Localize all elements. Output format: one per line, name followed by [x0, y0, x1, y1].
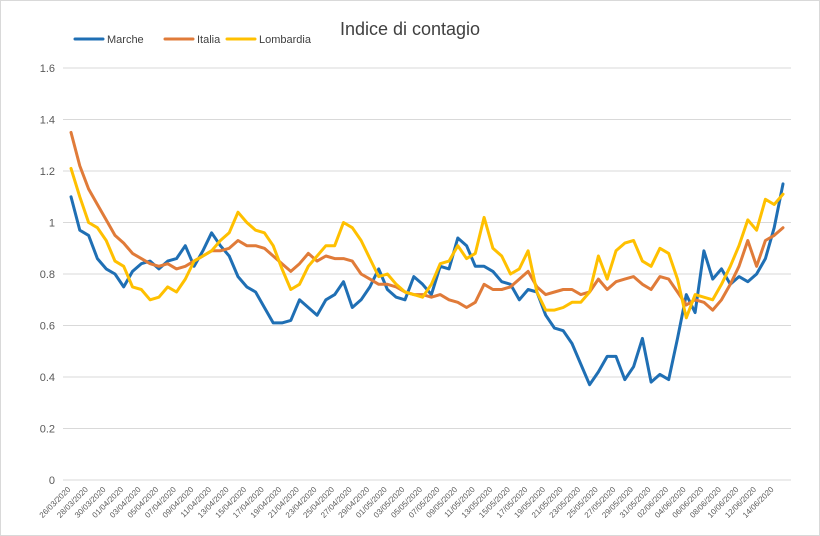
legend-label: Lombardia	[259, 34, 312, 46]
y-tick-label: 0.8	[40, 269, 55, 281]
y-tick-label: 1	[49, 218, 55, 230]
legend: Marche Italia Lombardia	[73, 34, 312, 46]
x-axis: 26/03/202028/03/202030/03/202001/04/2020…	[38, 485, 776, 520]
y-tick-label: 1.2	[40, 166, 55, 178]
series-line-lombardia	[69, 166, 785, 320]
series-line-italia	[69, 130, 785, 312]
chart-title: Indice di contagio	[340, 19, 480, 39]
y-tick-label: 0	[49, 475, 55, 487]
y-axis: 0 0.2 0.4 0.6 0.8 1 1.2 1.4 1.6	[40, 63, 55, 487]
y-tick-label: 0.4	[40, 372, 55, 384]
legend-label: Italia	[197, 34, 221, 46]
gridlines	[63, 67, 791, 481]
y-tick-label: 0.6	[40, 321, 55, 333]
y-tick-label: 0.2	[40, 424, 55, 436]
series-line-marche	[69, 182, 785, 387]
legend-item-lombardia: Lombardia	[225, 34, 312, 46]
legend-label: Marche	[107, 34, 144, 46]
legend-item-italia: Italia	[163, 34, 221, 46]
legend-item-marche: Marche	[73, 34, 144, 46]
series-lines	[69, 130, 785, 387]
y-tick-label: 1.6	[40, 63, 55, 75]
y-tick-label: 1.4	[40, 115, 55, 127]
